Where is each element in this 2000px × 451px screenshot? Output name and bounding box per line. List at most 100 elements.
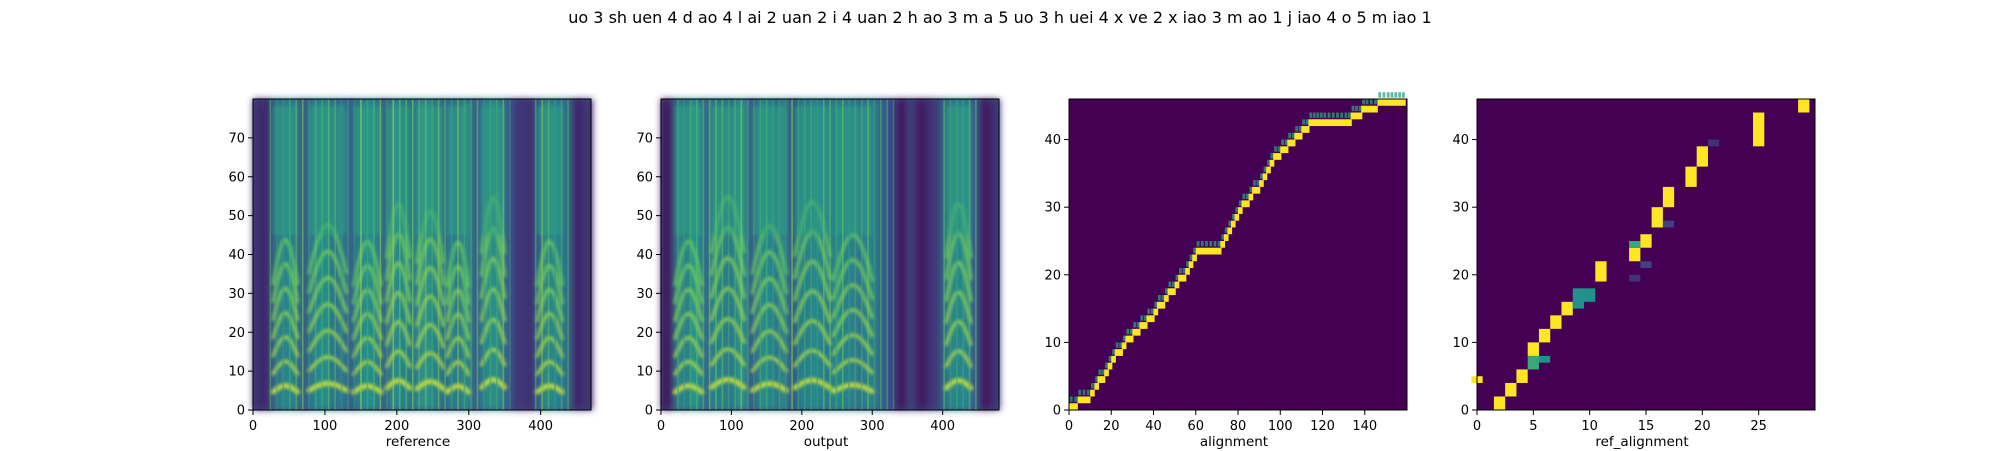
spectrogram-frame	[802, 99, 806, 410]
ref-alignment-cell	[1662, 220, 1675, 228]
frame-band	[772, 99, 774, 410]
spectrogram-frame	[393, 99, 397, 410]
spectrogram-frame	[375, 99, 380, 410]
x-tick-label: 140	[1352, 419, 1377, 434]
spectrogram-frame	[982, 99, 986, 410]
spectrogram-frame	[382, 99, 386, 410]
alignment-cell	[1330, 119, 1336, 127]
spectrogram-frame	[272, 99, 276, 410]
harmonic-line	[709, 376, 747, 390]
alignment-cell	[1178, 274, 1183, 282]
spectrogram-frame	[956, 99, 960, 410]
spectrogram-frame	[524, 99, 528, 410]
frame-band	[943, 99, 945, 410]
frame-band	[470, 99, 472, 410]
spectrogram-frame	[705, 99, 709, 410]
spectrogram-frame	[576, 99, 580, 410]
spectrogram-frame	[380, 99, 384, 410]
spectrogram-frame	[916, 99, 920, 410]
frame-band	[968, 99, 971, 410]
spectrogram-frame	[876, 99, 880, 410]
spectrogram-frame	[317, 99, 321, 410]
spectrogram-frame	[870, 99, 874, 410]
ref-alignment-cell	[1629, 240, 1641, 248]
frame-band	[411, 99, 414, 410]
frame-band	[373, 99, 375, 410]
y-tick-label: 10	[636, 365, 653, 380]
alignment-cell-edge	[1382, 92, 1386, 98]
alignment-cell	[1241, 200, 1247, 208]
frame-band	[702, 99, 705, 410]
spectrogram-frame	[401, 99, 406, 410]
frame-band	[873, 99, 876, 410]
frame-band	[854, 99, 857, 410]
spectrogram-frame	[470, 99, 475, 410]
harmonic-line	[750, 329, 788, 353]
spectrogram-frame	[775, 99, 779, 410]
alignment-cell-edge	[1147, 308, 1151, 314]
alignment-cell-edge	[1182, 268, 1186, 274]
spectrogram-frame	[306, 99, 311, 410]
x-tick-label: 400	[528, 419, 553, 434]
harmonic-line	[415, 265, 446, 307]
spectrogram-frame	[490, 99, 494, 410]
alignment-cell-edge	[1119, 342, 1123, 348]
ref-alignment-cell	[1538, 328, 1551, 343]
spectrogram-frame	[971, 99, 975, 410]
frame-band	[334, 99, 336, 410]
harmonic-line	[710, 286, 746, 322]
spectrogram-frame	[868, 99, 872, 410]
alignment-cell-edge	[1126, 328, 1130, 335]
alignment-cell-edge	[1274, 146, 1277, 152]
y-tick-label: 10	[1452, 336, 1469, 351]
alignment-cell-edge	[1277, 146, 1281, 152]
alignment-cell	[1354, 112, 1359, 120]
spectrogram-frame	[578, 99, 582, 410]
ref-alignment-map	[1471, 99, 1815, 410]
frame-band	[288, 99, 291, 410]
spectrogram-frame	[535, 99, 539, 410]
spectrogram-frame	[412, 99, 416, 410]
spectrogram-bands	[677, 99, 977, 410]
spectrogram-frame	[447, 99, 451, 410]
harmonic-line	[535, 336, 564, 358]
alignment-cell	[1276, 153, 1282, 160]
spectrogram-frame	[263, 99, 267, 410]
spectrogram-frame	[937, 99, 941, 410]
spectrogram-frame	[434, 99, 438, 410]
alignment-cell-edge	[1150, 308, 1154, 314]
alignment-cell-edge	[1281, 139, 1284, 145]
alignment-cell-edge	[1386, 92, 1390, 98]
spectrogram-frame	[520, 99, 524, 410]
frame-band	[276, 99, 278, 410]
alignment-cell	[1401, 99, 1406, 106]
frame-band	[715, 99, 717, 410]
spectrogram-frame	[414, 99, 418, 410]
harmonic-line	[750, 381, 789, 393]
spectrogram-frame	[690, 99, 694, 410]
spectrogram-frame	[832, 99, 836, 410]
frame-band	[689, 99, 692, 410]
spectrogram-frame	[526, 99, 531, 410]
formant-region	[675, 106, 702, 236]
alignment-cell	[1146, 315, 1152, 323]
spectrogram-frame	[906, 99, 910, 410]
spectrogram-frame	[745, 99, 749, 410]
spectrogram-frame	[844, 99, 848, 410]
alignment-cell	[1347, 119, 1352, 127]
spectrogram-frame	[899, 99, 903, 410]
frame-band	[554, 99, 556, 410]
spectrogram-frame	[882, 99, 886, 410]
frame-band	[450, 99, 453, 410]
alignment-cell	[1121, 342, 1127, 350]
spectrogram-frame	[804, 99, 808, 410]
y-tick-label: 50	[636, 209, 653, 224]
spectrogram-frame	[813, 99, 817, 410]
ref-alignment-cell	[1696, 146, 1708, 167]
y-tick-label: 40	[636, 248, 653, 263]
spectrogram-frame	[565, 99, 569, 410]
y-tick-label: 40	[1044, 133, 1061, 148]
alignment-cell-edge	[1305, 119, 1309, 125]
spectrogram-frame	[570, 99, 574, 410]
frame-band	[386, 99, 388, 410]
